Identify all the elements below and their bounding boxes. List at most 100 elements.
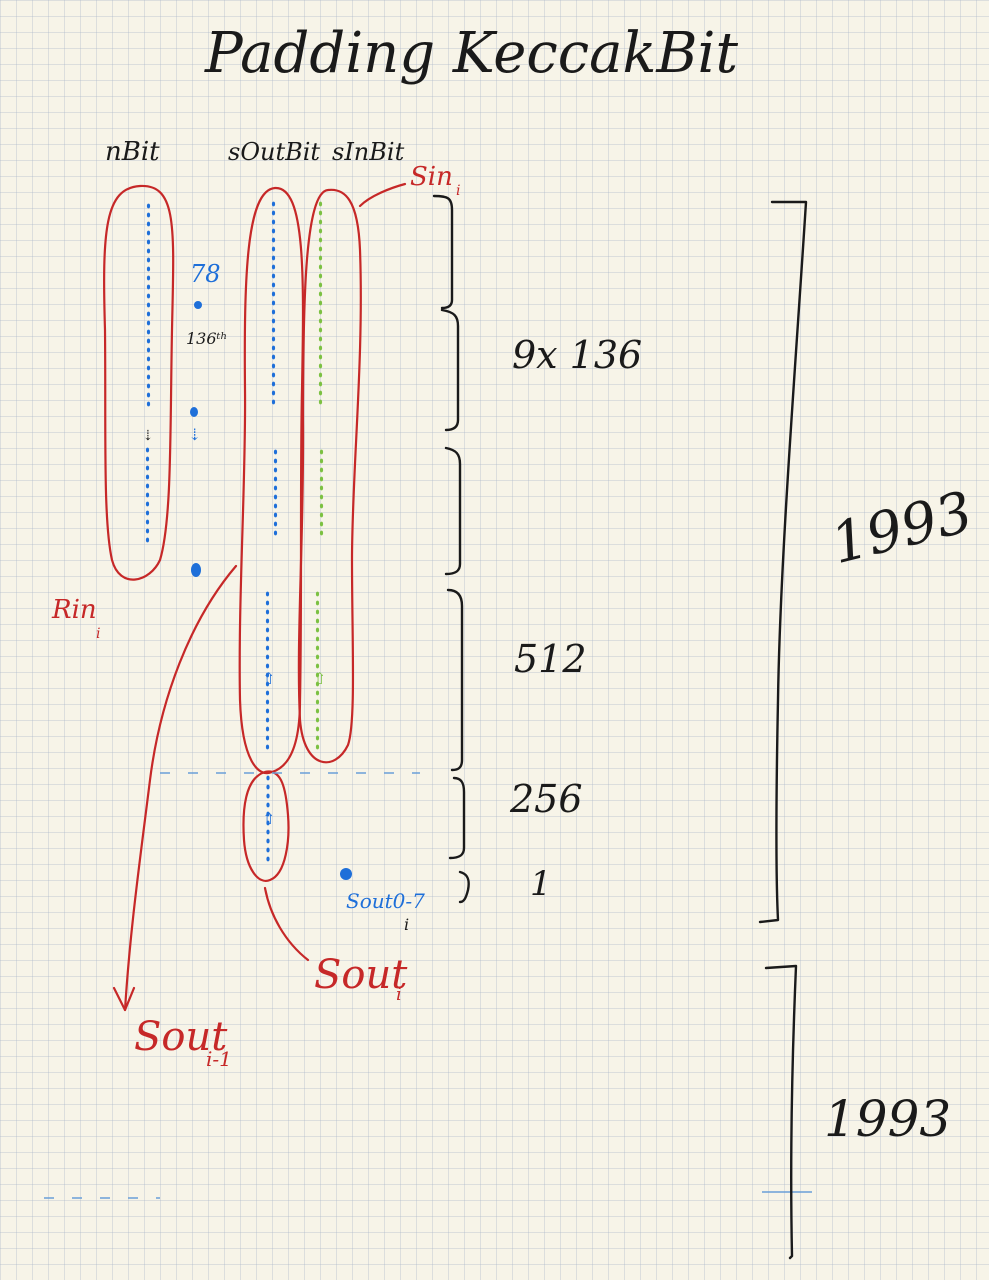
sinbit-dot (319, 530, 324, 536)
soutbit-dot (273, 458, 278, 464)
sinbit-dot (315, 663, 320, 669)
sinbit-dot (318, 273, 323, 279)
soutbit-dot (271, 354, 276, 360)
soutbit-dot (271, 327, 276, 333)
total-1993-lower: 1993 (824, 1090, 951, 1148)
soutbit-dot (265, 645, 270, 651)
soutbit-dot (273, 503, 278, 509)
nbit-marker-icon: ⇣ (142, 428, 154, 444)
soutbit-dot (273, 521, 278, 527)
soutbit-dot (273, 476, 278, 482)
sinbit-dot (318, 336, 323, 342)
nbit-dot (145, 456, 150, 462)
sinbit-dot (319, 449, 324, 455)
count-9x136: 9x 136 (512, 333, 642, 377)
nbit-dot (146, 374, 151, 380)
nbit-dot (146, 203, 151, 209)
nbit-dot (146, 347, 151, 353)
sinbit-dot (319, 521, 324, 527)
sinbit-dot (318, 282, 323, 288)
label-sin-i-sub: i (456, 183, 460, 199)
sinbit-dot (318, 291, 323, 297)
sinbit-dot (318, 345, 323, 351)
soutbit-dot (273, 467, 278, 473)
nbit-dot (145, 483, 150, 489)
sinbit-dot (318, 219, 323, 225)
soutbit-dot (271, 372, 276, 378)
sout07-dot (340, 868, 352, 880)
sout-small-dot (266, 775, 270, 781)
sinbit-dot (318, 309, 323, 315)
sin-marker-icon: ⇧ (313, 669, 326, 688)
bracket-2 (440, 308, 460, 432)
sinbit-dot (315, 627, 320, 633)
nbit-dot (146, 392, 151, 398)
nbit-dot (145, 474, 150, 480)
sinbit-dot (318, 354, 323, 360)
soutbit-dot (271, 228, 276, 234)
nbit-dot (146, 401, 151, 407)
sinbit-dot (318, 210, 323, 216)
label-sout-prev: Sout (134, 1014, 228, 1060)
nbit-dot (145, 519, 150, 525)
nbit-dot (146, 311, 151, 317)
sinbit-dot (315, 708, 320, 714)
bracket-6 (458, 870, 470, 904)
nbit-dot (146, 338, 151, 344)
bracket-3 (444, 446, 462, 576)
sout-marker-icon-b: ⇧ (262, 809, 275, 828)
sout-small-dot (266, 829, 270, 835)
nbit-dot (146, 230, 151, 236)
column-label-sinbit: sInBit (332, 138, 405, 166)
soutbit-dot (273, 485, 278, 491)
nbit-dot (146, 275, 151, 281)
sout-prev-arrow (123, 564, 238, 1012)
sinbit-dot (318, 300, 323, 306)
sinbit-dot (315, 618, 320, 624)
label-rin-i: Rin (51, 595, 97, 625)
sinbit-dot (318, 381, 323, 387)
sinbit-dot (315, 645, 320, 651)
sout-small-loop (242, 770, 290, 882)
sout-i-curve (263, 886, 310, 962)
soutbit-dot (265, 591, 270, 597)
soutbit-dot (265, 735, 270, 741)
sinbit-dot (315, 699, 320, 705)
sinbit-dot (318, 201, 323, 207)
nbit-dot (146, 248, 151, 254)
nbit-dot (145, 492, 150, 498)
soutbit-dot (271, 291, 276, 297)
nbit-dot (146, 356, 151, 362)
soutbit-dot (271, 273, 276, 279)
soutbit-dot (271, 318, 276, 324)
soutbit-dot (265, 609, 270, 615)
soutbit-dot (265, 654, 270, 660)
soutbit-dot (265, 627, 270, 633)
bracket-total-lower (764, 964, 798, 1260)
sinbit-dot (318, 228, 323, 234)
soutbit-dot (265, 690, 270, 696)
column-label-soutbit: sOutBit (228, 138, 320, 166)
blue-dot-c (191, 563, 201, 577)
soutbit-dot (271, 390, 276, 396)
sout-marker-icon-a: ⇧ (262, 669, 275, 688)
sout-small-dot (266, 784, 270, 790)
soutbit-dot (271, 399, 276, 405)
sinbit-loop (297, 188, 362, 764)
nbit-dot (146, 320, 151, 326)
soutbit-dot (271, 345, 276, 351)
sout-small-dot (266, 802, 270, 808)
sinbit-dot (315, 609, 320, 615)
sinbit-dot (318, 264, 323, 270)
label-sout-i: Sout (314, 952, 408, 998)
soutbit-dot (273, 512, 278, 518)
sinbit-dot (315, 744, 320, 750)
soutbit-dot (271, 309, 276, 315)
sout-small-dot (266, 856, 270, 862)
soutbit-dot (271, 201, 276, 207)
nbit-dot (146, 212, 151, 218)
sinbit-dot (319, 467, 324, 473)
sinbit-dot (318, 399, 323, 405)
sinbit-dot (318, 327, 323, 333)
